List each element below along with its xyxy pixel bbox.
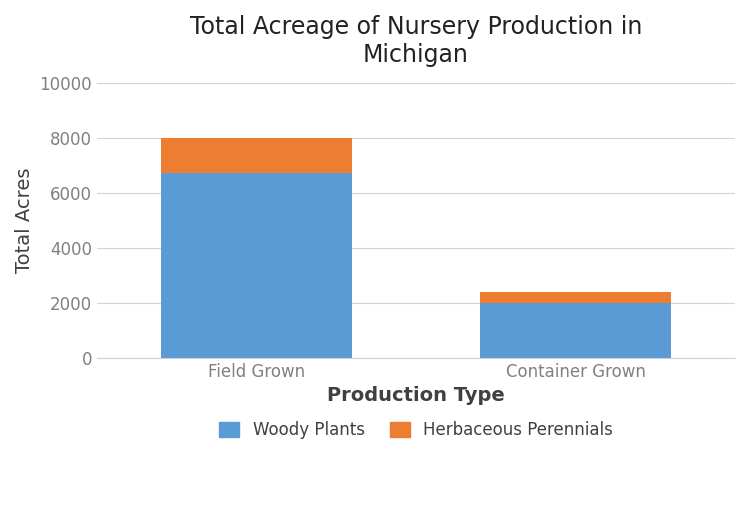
Title: Total Acreage of Nursery Production in
Michigan: Total Acreage of Nursery Production in M… (190, 15, 642, 67)
Bar (480, 292, 671, 303)
Bar (160, 138, 352, 174)
X-axis label: Production Type: Production Type (327, 387, 505, 405)
Bar (480, 303, 671, 358)
Legend: Woody Plants, Herbaceous Perennials: Woody Plants, Herbaceous Perennials (219, 421, 613, 439)
Bar (160, 174, 352, 358)
Y-axis label: Total Acres: Total Acres (15, 168, 34, 273)
